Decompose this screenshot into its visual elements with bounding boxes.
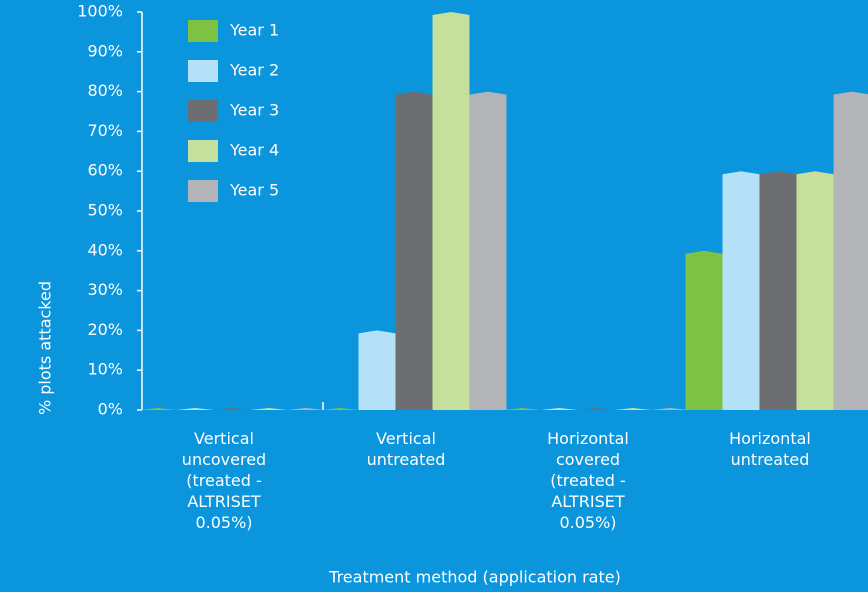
y-tick-label: 100%	[77, 2, 123, 21]
legend-label: Year 4	[229, 141, 279, 160]
y-tick-label: 0%	[98, 400, 123, 419]
bar	[432, 12, 470, 410]
legend-swatch	[188, 60, 218, 82]
y-tick-label: 90%	[87, 41, 123, 60]
y-tick-label: 10%	[87, 360, 123, 379]
y-tick-label: 70%	[87, 121, 123, 140]
legend-label: Year 1	[229, 21, 279, 40]
x-tick-label: Horizontal untreated	[729, 429, 811, 469]
y-tick-label: 30%	[87, 280, 123, 299]
legend-swatch	[188, 20, 218, 42]
bar	[469, 91, 507, 410]
x-tick-label: Vertical uncovered (treated - ALTRISET 0…	[181, 429, 267, 532]
bar	[651, 408, 689, 410]
y-tick-label: 80%	[87, 81, 123, 100]
y-axis-title: % plots attacked	[36, 281, 55, 415]
bar	[540, 408, 578, 410]
x-axis-title: Treatment method (application rate)	[328, 568, 621, 587]
legend-swatch	[188, 100, 218, 122]
x-tick-label: Horizontal covered (treated - ALTRISET 0…	[547, 429, 629, 532]
bar	[503, 408, 541, 410]
y-tick-label: 50%	[87, 201, 123, 220]
legend-swatch	[188, 140, 218, 162]
x-tick-label: Vertical untreated	[366, 429, 446, 469]
bar	[796, 171, 834, 410]
bar	[395, 91, 433, 410]
y-tick-label: 60%	[87, 161, 123, 180]
bar	[213, 408, 251, 410]
bar	[139, 408, 177, 410]
bar	[250, 408, 288, 410]
bar	[759, 171, 797, 410]
bar	[685, 250, 723, 410]
legend-swatch	[188, 180, 218, 202]
legend-label: Year 2	[229, 61, 279, 80]
bar	[833, 91, 868, 410]
y-tick-label: 40%	[87, 240, 123, 259]
y-tick-label: 20%	[87, 320, 123, 339]
bar	[614, 408, 652, 410]
bar	[176, 408, 214, 410]
bar	[287, 408, 325, 410]
bar	[321, 408, 359, 410]
legend-label: Year 5	[229, 181, 279, 200]
legend-label: Year 3	[229, 101, 279, 120]
bar	[577, 408, 615, 410]
bar	[358, 330, 396, 410]
bar	[722, 171, 760, 410]
